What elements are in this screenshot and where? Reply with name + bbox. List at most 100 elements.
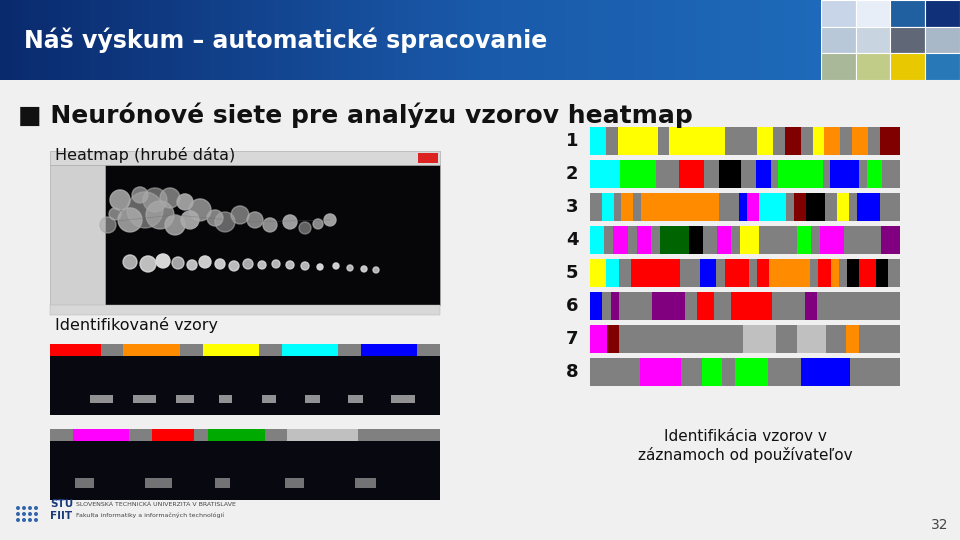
Bar [660,226,688,254]
Bar [770,259,810,287]
Bar [820,226,844,254]
Bar [782,226,797,254]
Bar [891,26,925,53]
Circle shape [272,260,280,268]
Bar [797,226,811,254]
Circle shape [361,266,367,272]
Bar [702,358,722,386]
Bar [688,226,703,254]
Bar [768,358,801,386]
Circle shape [189,199,211,221]
Text: Fakulta informatiky a informačných technológií: Fakulta informatiky a informačných techn… [76,513,224,518]
Circle shape [34,506,38,510]
Bar [821,0,855,26]
Circle shape [28,506,32,510]
Bar [590,259,607,287]
Text: Heatmap (hrubé dáta): Heatmap (hrubé dáta) [55,147,235,163]
Bar [607,325,619,353]
Bar [857,193,880,221]
Bar [203,344,259,356]
Bar [725,127,756,155]
Circle shape [22,518,26,522]
Bar [925,26,960,53]
Circle shape [177,194,193,210]
Bar [839,259,847,287]
Bar [717,226,731,254]
Bar [734,358,768,386]
Text: STU
FIIT: STU FIIT [50,499,73,521]
Circle shape [118,208,142,232]
Bar [810,259,819,287]
Bar [361,344,418,356]
Circle shape [229,261,239,271]
Bar [355,478,376,488]
Circle shape [317,264,323,270]
Bar [641,193,681,221]
Text: 2: 2 [565,165,578,183]
Circle shape [160,188,180,208]
Circle shape [156,254,170,268]
Bar [821,26,855,53]
Bar [743,325,776,353]
Bar [805,193,826,221]
Bar [348,395,363,403]
Bar [590,193,602,221]
Bar [716,259,725,287]
Bar [606,127,618,155]
Bar [812,127,825,155]
Text: Náš výskum – automatické spracovanie: Náš výskum – automatické spracovanie [24,27,547,53]
Bar [215,478,230,488]
Bar [611,292,619,320]
Bar [634,193,641,221]
Bar [852,127,868,155]
Bar [741,160,756,188]
Circle shape [263,218,277,232]
Circle shape [243,259,253,269]
Bar [858,325,900,353]
Bar [868,127,880,155]
Bar [619,292,652,320]
Circle shape [127,192,163,228]
Circle shape [347,265,353,271]
Circle shape [28,512,32,516]
Bar [75,478,94,488]
Bar [749,259,757,287]
Bar [90,395,113,403]
Text: 1: 1 [565,132,578,150]
Bar [784,127,801,155]
Bar [194,429,208,441]
Bar [779,160,823,188]
Bar [590,358,639,386]
Bar [844,226,881,254]
Bar [888,259,900,287]
Bar [639,358,681,386]
Bar [829,160,859,188]
Bar [130,429,152,441]
Text: 5: 5 [565,264,578,282]
Text: Identifikácia vzorov v
záznamoch od používateľov: Identifikácia vzorov v záznamoch od použ… [637,429,852,463]
Bar [265,429,287,441]
Text: ■ Neurónové siete pre analýzu vzorov heatmap: ■ Neurónové siete pre analýzu vzorov hea… [18,102,693,127]
Bar [105,165,440,305]
Bar [880,193,900,221]
Bar [50,344,101,356]
Bar [681,193,719,221]
Circle shape [165,215,185,235]
Circle shape [301,262,309,270]
Circle shape [333,263,339,269]
Circle shape [283,215,297,229]
Circle shape [16,518,20,522]
Text: 4: 4 [565,231,578,249]
Bar [679,160,705,188]
Bar [880,127,900,155]
Bar [705,160,719,188]
Bar [849,193,857,221]
Bar [740,226,759,254]
Text: 8: 8 [565,363,578,381]
Bar [287,429,358,441]
Bar [50,305,440,315]
Bar [801,127,812,155]
Bar [847,259,859,287]
Circle shape [258,261,266,269]
Bar [811,226,820,254]
